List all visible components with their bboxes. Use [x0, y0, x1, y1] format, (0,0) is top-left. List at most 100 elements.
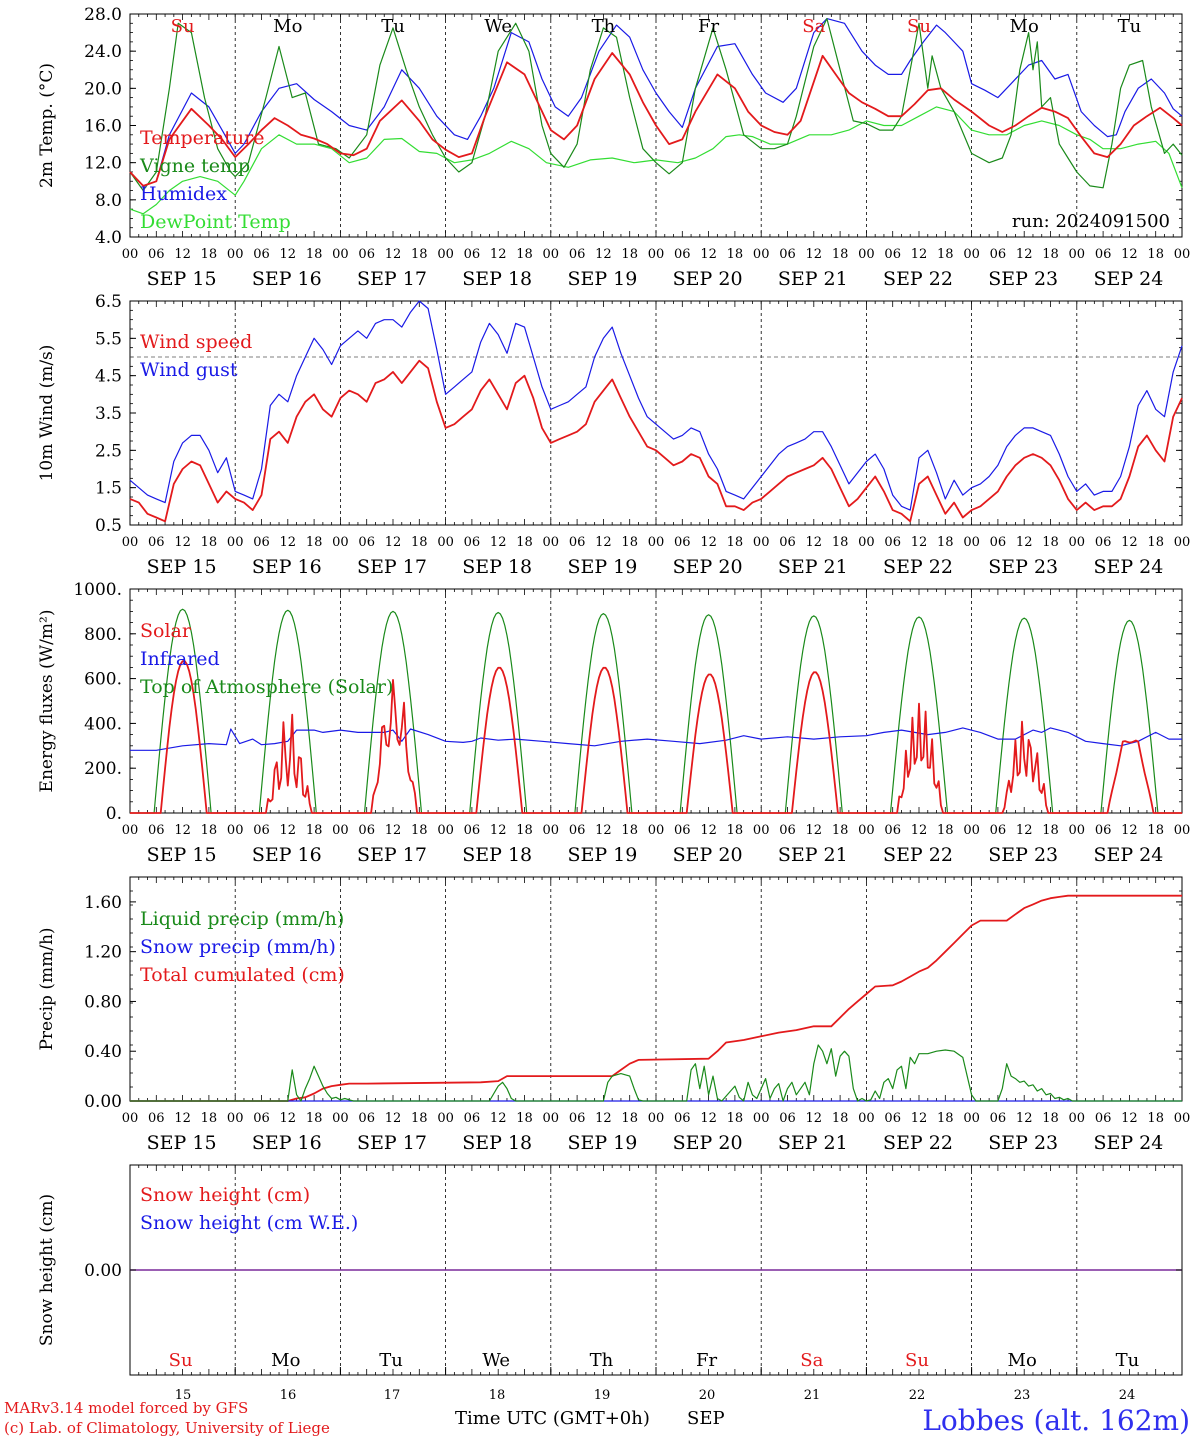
date-label: SEP 24	[1093, 268, 1163, 290]
date-label: SEP 18	[462, 1132, 532, 1154]
hour-tick-label: 00	[858, 823, 875, 838]
hour-tick-label: 18	[621, 247, 638, 262]
hour-tick-label: 06	[253, 823, 270, 838]
hour-tick-label: 00	[753, 535, 770, 550]
hour-tick-label: 12	[174, 247, 191, 262]
hour-tick-label: 06	[990, 535, 1007, 550]
hour-tick-label: 12	[385, 823, 402, 838]
hour-tick-label: 18	[832, 823, 849, 838]
hour-tick-label: 18	[1042, 823, 1059, 838]
series-line-wind-speed	[129, 359, 1183, 523]
y-tick-label: 8.0	[95, 191, 122, 211]
hour-tick-label: 12	[911, 535, 928, 550]
hour-tick-label: 18	[832, 247, 849, 262]
series-line-wind-gust	[129, 300, 1183, 511]
hour-tick-label: 18	[306, 1111, 323, 1126]
y-tick-label: 1.60	[84, 893, 122, 913]
y-tick-label: 24.0	[84, 42, 122, 62]
day-name: Tu	[1116, 1350, 1140, 1371]
hour-tick-label: 06	[674, 823, 691, 838]
date-label: SEP 23	[988, 268, 1058, 290]
date-label: SEP 19	[567, 268, 637, 290]
date-label: SEP 24	[1093, 844, 1163, 866]
date-label: SEP 23	[988, 1132, 1058, 1154]
hour-tick-label: 06	[990, 1111, 1007, 1126]
hour-tick-label: 18	[516, 247, 533, 262]
hour-tick-label: 06	[464, 535, 481, 550]
date-label: SEP 15	[147, 1132, 217, 1154]
day-number-18: 18	[489, 1388, 506, 1403]
hour-tick-label: 00	[858, 1111, 875, 1126]
hour-tick-label: 12	[1016, 535, 1033, 550]
date-label: SEP 16	[252, 268, 322, 290]
y-tick-label: 0.40	[84, 1042, 122, 1062]
hour-tick-label: 00	[858, 247, 875, 262]
series-line-dewpoint-temp	[129, 106, 1183, 215]
hour-tick-label: 12	[385, 247, 402, 262]
hour-tick-label: 12	[1016, 823, 1033, 838]
date-label: SEP 20	[673, 1132, 743, 1154]
hour-tick-label: 12	[700, 247, 717, 262]
hour-tick-label: 00	[227, 1111, 244, 1126]
hour-tick-label: 06	[464, 247, 481, 262]
hour-tick-label: 06	[1095, 247, 1112, 262]
hour-tick-label: 00	[437, 1111, 454, 1126]
hour-tick-label: 06	[1095, 1111, 1112, 1126]
hour-tick-label: 18	[832, 535, 849, 550]
run-label: run: 2024091500	[1012, 211, 1170, 232]
hour-tick-label: 12	[280, 247, 297, 262]
energy-flux-panel: 0. 200. 400. 600. 800. 1000. Energy fluxes (W/…	[37, 580, 1190, 866]
hour-tick-label: 06	[253, 1111, 270, 1126]
hour-tick-label: 18	[516, 823, 533, 838]
hour-tick-label: 12	[595, 1111, 612, 1126]
hour-tick-label: 18	[621, 535, 638, 550]
date-label: SEP 21	[778, 556, 848, 578]
day-name: Sa	[802, 16, 825, 37]
date-label: SEP 22	[883, 1132, 953, 1154]
series-line-total-cumulated-cm-	[130, 894, 1182, 1102]
series-line-vigne-temp	[129, 18, 1183, 192]
y-tick-label: 1000.	[73, 580, 122, 600]
hour-tick-label: 18	[411, 1111, 428, 1126]
hour-tick-label: 18	[411, 535, 428, 550]
date-label: SEP 19	[567, 556, 637, 578]
date-label: SEP 17	[357, 844, 427, 866]
hour-tick-label: 12	[174, 535, 191, 550]
date-label: SEP 21	[778, 844, 848, 866]
day-name: Fr	[698, 16, 719, 37]
y-tick-label: 0.00	[84, 1261, 122, 1281]
hour-tick-label: 12	[1016, 247, 1033, 262]
hour-tick-label: 06	[884, 247, 901, 262]
legend-entry: Snow height (cm W.E.)	[140, 1212, 358, 1234]
hour-tick-label: 00	[332, 1111, 349, 1126]
y-tick-label: 800.	[84, 625, 122, 645]
hour-tick-label: 00	[648, 823, 665, 838]
hour-tick-label: 00	[437, 247, 454, 262]
hour-tick-label: 18	[727, 247, 744, 262]
date-label: SEP 24	[1093, 556, 1163, 578]
hour-tick-label: 06	[779, 823, 796, 838]
hour-tick-label: 18	[1042, 535, 1059, 550]
hour-tick-label: 06	[464, 1111, 481, 1126]
hour-tick-label: 06	[148, 823, 165, 838]
hour-tick-label: 18	[1147, 535, 1164, 550]
y-tick-label: 400.	[84, 714, 122, 734]
y-tick-label: 3.5	[95, 404, 122, 424]
hour-tick-label: 18	[937, 535, 954, 550]
station-label: Lobbes (alt. 162m)	[922, 1404, 1190, 1437]
legend-entry: Liquid precip (mm/h)	[140, 908, 344, 930]
day-name: Tu	[381, 16, 405, 37]
hour-tick-label: 12	[490, 1111, 507, 1126]
hour-tick-label: 12	[174, 1111, 191, 1126]
date-label: SEP 18	[462, 556, 532, 578]
hour-tick-label: 00	[227, 823, 244, 838]
date-label: SEP 20	[673, 268, 743, 290]
hour-tick-label: 00	[1069, 535, 1086, 550]
hour-tick-label: 00	[963, 247, 980, 262]
day-number-19: 19	[594, 1388, 611, 1403]
date-label: SEP 22	[883, 844, 953, 866]
y-tick-label: 6.5	[95, 292, 122, 312]
date-label: SEP 17	[357, 556, 427, 578]
snow-height-panel: Snow height (cm) 0.00 Snow height (cm) Snow…	[37, 1164, 1183, 1376]
date-label: SEP 17	[357, 268, 427, 290]
